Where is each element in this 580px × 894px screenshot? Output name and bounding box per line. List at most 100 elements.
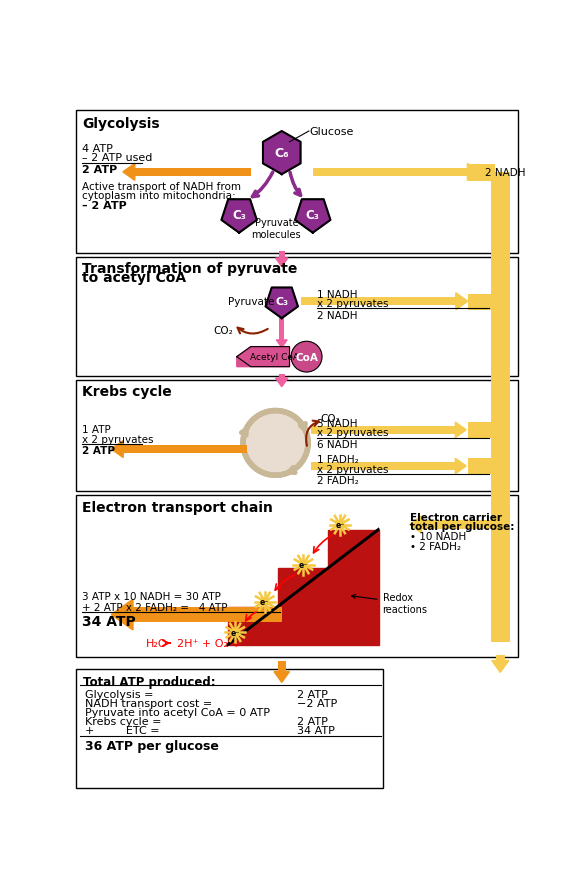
Text: Electron carrier: Electron carrier — [409, 512, 502, 523]
Polygon shape — [409, 517, 422, 534]
Text: CO₂: CO₂ — [214, 325, 234, 335]
Bar — [278, 252, 285, 258]
Polygon shape — [455, 423, 466, 438]
Text: e⁻: e⁻ — [335, 520, 345, 529]
Text: −2 ATP: −2 ATP — [297, 698, 338, 708]
Text: Glycolysis =: Glycolysis = — [85, 688, 153, 699]
Bar — [77, 380, 518, 492]
Text: 36 ATP per glucose: 36 ATP per glucose — [85, 738, 219, 752]
Bar — [311, 426, 455, 434]
Circle shape — [335, 520, 345, 529]
Polygon shape — [274, 671, 289, 683]
Polygon shape — [276, 379, 288, 387]
Text: 1 ATP: 1 ATP — [82, 425, 111, 434]
Text: Pyruvate
molecules: Pyruvate molecules — [252, 218, 301, 240]
Polygon shape — [276, 258, 288, 267]
Polygon shape — [492, 661, 509, 672]
Text: 3 NADH: 3 NADH — [317, 418, 357, 429]
Text: e⁻: e⁻ — [231, 628, 240, 637]
Text: Krebs cycle =: Krebs cycle = — [85, 716, 161, 727]
Bar — [279, 317, 284, 341]
Text: Acetyl CoA: Acetyl CoA — [249, 353, 299, 362]
Bar — [123, 445, 247, 454]
Bar — [77, 495, 518, 657]
Bar — [467, 294, 495, 311]
Text: to acetyl CoA: to acetyl CoA — [82, 271, 186, 285]
Text: Pyruvate into acetyl CoA = 0 ATP: Pyruvate into acetyl CoA = 0 ATP — [85, 707, 270, 717]
Text: • 10 NADH: • 10 NADH — [409, 532, 466, 542]
Text: x 2 pyruvates: x 2 pyruvates — [317, 299, 388, 308]
Polygon shape — [111, 600, 133, 630]
Text: 3 ATP x 10 NADH = 30 ATP: 3 ATP x 10 NADH = 30 ATP — [82, 592, 220, 602]
Text: • 2 FADH₂: • 2 FADH₂ — [409, 541, 461, 551]
Text: cytoplasm into mitochondria:: cytoplasm into mitochondria: — [82, 191, 235, 201]
Circle shape — [291, 342, 322, 373]
Polygon shape — [227, 530, 379, 645]
Text: x 2 pyruvates: x 2 pyruvates — [317, 464, 388, 474]
Polygon shape — [222, 200, 257, 233]
Text: 1 NADH: 1 NADH — [317, 290, 357, 299]
Text: 2 NADH: 2 NADH — [485, 168, 525, 178]
Text: C₆: C₆ — [274, 147, 289, 160]
Polygon shape — [467, 164, 480, 181]
Text: Active transport of NADH from: Active transport of NADH from — [82, 181, 241, 192]
Text: e⁻: e⁻ — [260, 597, 269, 606]
Text: Electron transport chain: Electron transport chain — [82, 501, 273, 514]
Text: 2 ATP: 2 ATP — [82, 446, 115, 456]
Circle shape — [231, 628, 240, 637]
Bar — [133, 607, 282, 622]
Bar — [135, 168, 251, 177]
Bar — [467, 459, 492, 474]
Polygon shape — [111, 441, 123, 458]
Circle shape — [299, 561, 308, 569]
Text: 2H⁺ + O₂ +: 2H⁺ + O₂ + — [177, 638, 241, 648]
Polygon shape — [295, 200, 331, 233]
Text: x 2 pyruvates: x 2 pyruvates — [82, 434, 153, 444]
Text: Krebs cycle: Krebs cycle — [82, 385, 172, 399]
Text: Transformation of pyruvate: Transformation of pyruvate — [82, 262, 297, 276]
Polygon shape — [455, 459, 466, 474]
Text: 6 NADH: 6 NADH — [317, 440, 357, 450]
Text: 34 ATP: 34 ATP — [297, 726, 335, 736]
Text: C₃: C₃ — [232, 208, 246, 222]
Text: Glycolysis: Glycolysis — [82, 117, 160, 131]
Text: Glucose: Glucose — [309, 127, 353, 137]
Bar — [77, 257, 518, 376]
Text: x 2 pyruvates: x 2 pyruvates — [317, 428, 388, 438]
Bar — [422, 520, 510, 529]
Bar — [278, 661, 285, 671]
Bar — [313, 168, 467, 177]
Text: NADH transport cost =: NADH transport cost = — [85, 698, 212, 708]
Bar — [467, 165, 495, 181]
Circle shape — [260, 597, 269, 606]
Text: + 2 ATP x 2 FADH₂ =   4 ATP: + 2 ATP x 2 FADH₂ = 4 ATP — [82, 602, 227, 611]
Text: – 2 ATP used: – 2 ATP used — [82, 153, 152, 163]
Bar — [467, 423, 492, 438]
Bar — [77, 669, 382, 788]
Text: 2 NADH: 2 NADH — [317, 310, 357, 320]
Bar — [491, 173, 510, 642]
Text: Redox
reactions: Redox reactions — [351, 593, 427, 614]
Polygon shape — [263, 132, 300, 175]
Polygon shape — [237, 347, 289, 367]
Circle shape — [245, 413, 307, 474]
Bar — [278, 375, 285, 379]
Text: Pyruvate: Pyruvate — [227, 297, 274, 307]
Bar — [496, 655, 505, 661]
Text: 2 FADH₂: 2 FADH₂ — [317, 476, 358, 485]
Bar — [301, 298, 456, 306]
Text: CoA: CoA — [295, 352, 318, 362]
Text: 2 ATP: 2 ATP — [82, 165, 117, 175]
Polygon shape — [123, 164, 135, 181]
Polygon shape — [456, 293, 467, 310]
Text: 2 ATP: 2 ATP — [297, 688, 328, 699]
Bar — [311, 462, 455, 470]
Text: total per glucose:: total per glucose: — [409, 522, 514, 532]
Text: 34 ATP: 34 ATP — [82, 614, 136, 628]
Bar — [77, 111, 518, 253]
Text: e⁻: e⁻ — [299, 561, 308, 569]
Polygon shape — [276, 341, 287, 348]
Text: H₂O: H₂O — [146, 638, 168, 648]
Text: CO₂: CO₂ — [321, 414, 340, 424]
Text: Total ATP produced:: Total ATP produced: — [84, 675, 216, 687]
